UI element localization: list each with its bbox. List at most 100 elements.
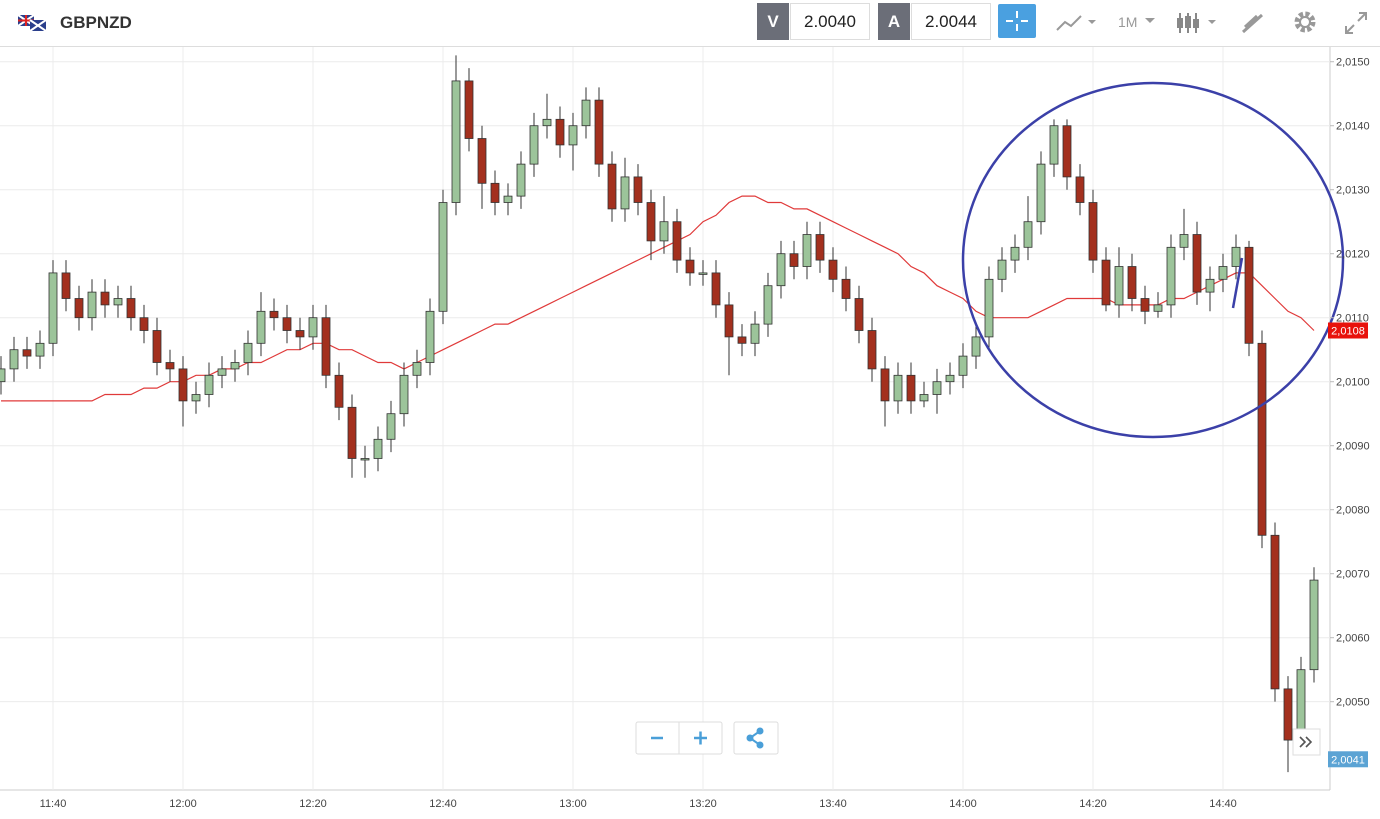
zoom-controls	[635, 721, 779, 755]
candle-body	[776, 253, 786, 287]
candle-body	[165, 362, 175, 370]
candle-body	[490, 182, 500, 203]
candle-body	[672, 221, 682, 261]
candle-body	[1088, 202, 1098, 261]
candle-body	[178, 368, 188, 402]
candle-body	[529, 125, 539, 165]
x-tick-label: 12:20	[299, 798, 327, 810]
timeframe-caret	[1145, 18, 1155, 23]
ma-value-label: 2,0108	[1331, 326, 1365, 338]
candle-body	[802, 234, 812, 267]
candle-body	[1166, 246, 1176, 306]
candle-body	[1114, 266, 1124, 306]
y-tick-label: 2,0050	[1336, 697, 1370, 709]
y-tick-label: 2,0110	[1336, 313, 1369, 325]
candle-body	[1283, 688, 1293, 741]
candle-body	[1127, 266, 1137, 299]
candle-body	[958, 355, 968, 376]
candle-body	[737, 336, 747, 344]
candle-body	[763, 285, 773, 325]
candle-body	[828, 259, 838, 280]
chart-type-button[interactable]	[1055, 12, 1100, 34]
candle-body	[1023, 221, 1033, 248]
plot-background	[0, 47, 1380, 819]
candle-body	[594, 99, 604, 165]
y-tick-label: 2,0060	[1336, 633, 1370, 645]
candle-body	[1153, 304, 1163, 312]
candle-body	[412, 362, 422, 376]
y-tick-label: 2,0090	[1336, 441, 1370, 453]
candle-body	[464, 80, 474, 139]
candle-body	[1140, 298, 1150, 312]
settings-button[interactable]	[1292, 9, 1318, 35]
candle-body	[1010, 246, 1020, 261]
candle-body	[984, 278, 994, 338]
zoom-in[interactable]	[694, 731, 707, 745]
candle-body	[1179, 234, 1189, 248]
candle-body	[100, 291, 110, 306]
candle-body	[308, 317, 318, 338]
candle-body	[1075, 176, 1085, 203]
candle-body	[35, 342, 45, 357]
draw-button[interactable]	[1240, 10, 1266, 36]
candles-button[interactable]	[1176, 10, 1221, 36]
candle-body	[334, 374, 344, 408]
candle-body	[204, 374, 214, 395]
bid-price[interactable]: 2.0040	[790, 3, 870, 40]
candle-body	[503, 195, 513, 203]
scroll-right-button[interactable]	[1292, 728, 1321, 756]
candle-body	[607, 163, 617, 210]
candle-body	[1101, 259, 1111, 306]
candle-body	[620, 176, 630, 210]
candle-body	[243, 342, 253, 363]
candle-body	[139, 317, 149, 331]
candle-body	[399, 374, 409, 415]
candle-body	[841, 278, 851, 299]
candle-body	[997, 259, 1007, 280]
candle-body	[1205, 278, 1215, 293]
y-tick-label: 2,0150	[1336, 57, 1370, 69]
candle-body	[971, 336, 981, 357]
ask-price[interactable]: 2.0044	[911, 3, 991, 40]
candle-body	[22, 349, 32, 357]
candle-body	[581, 99, 591, 127]
candle-body	[425, 310, 435, 363]
candle-body	[867, 330, 877, 370]
candle-body	[711, 272, 721, 306]
bid-label[interactable]: V	[757, 3, 789, 40]
candle-body	[1309, 579, 1319, 671]
y-tick-label: 2,0070	[1336, 569, 1370, 581]
timeframe[interactable]: 1M	[1118, 14, 1138, 30]
x-tick-label: 13:00	[559, 798, 587, 810]
x-tick-label: 14:40	[1209, 798, 1237, 810]
ma-value-label-box	[1328, 322, 1368, 339]
candle-body	[0, 368, 6, 383]
candle-body	[152, 330, 162, 363]
candle-body	[555, 118, 565, 146]
ask-label[interactable]: A	[878, 3, 910, 40]
candle-body	[685, 259, 695, 274]
candle-body	[1192, 234, 1202, 293]
candle-body	[438, 202, 448, 312]
candle-body	[269, 310, 279, 319]
candle-body	[74, 298, 84, 319]
share-button[interactable]	[746, 727, 764, 749]
x-tick-label: 11:40	[40, 798, 67, 810]
fullscreen-button[interactable]	[1343, 10, 1369, 36]
y-tick-label: 2,0140	[1336, 121, 1370, 133]
candle-body	[321, 317, 331, 376]
flag-icon	[18, 15, 46, 31]
toolbar: GBPNZD V 2.0040 A 2.0044 1M	[0, 0, 1380, 47]
candle-body	[48, 272, 58, 344]
candle-body	[1257, 342, 1267, 536]
candle-body	[516, 163, 526, 197]
candle-body	[659, 221, 669, 242]
candle-body	[854, 298, 864, 331]
x-tick-label: 14:00	[949, 798, 977, 810]
share-button-bg	[733, 721, 779, 755]
candle-body	[698, 272, 708, 275]
crosshair-button[interactable]	[998, 4, 1036, 38]
candle-body	[126, 298, 136, 319]
candle-body	[230, 362, 240, 370]
